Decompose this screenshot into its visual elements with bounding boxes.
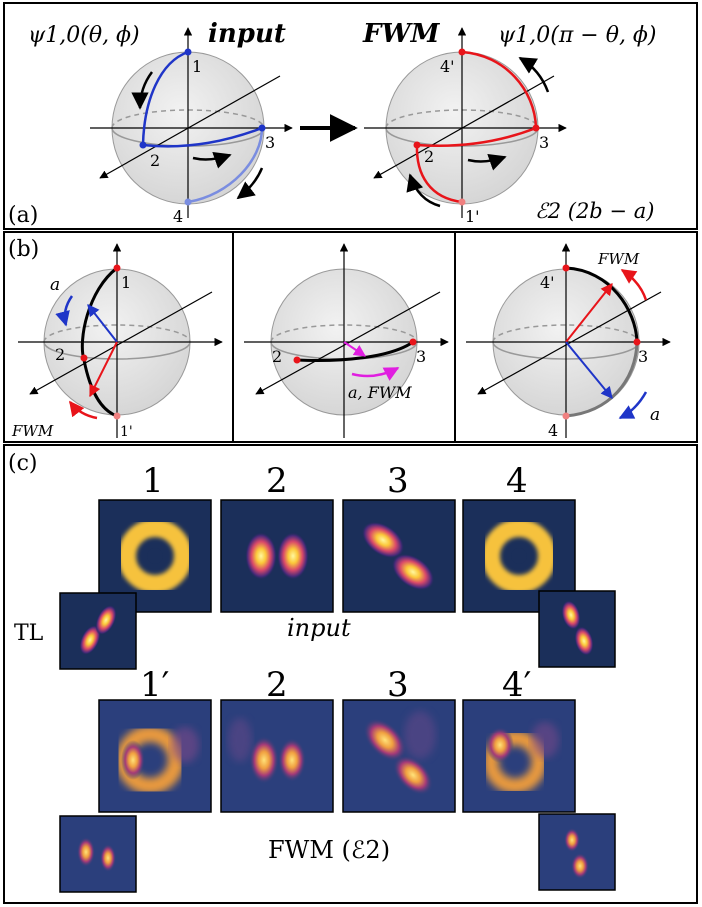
b1-label-fwm: FWM bbox=[11, 422, 54, 440]
panel-a-frame bbox=[3, 2, 698, 230]
fwm-number-1p: 1′ bbox=[140, 665, 169, 705]
input-image-3 bbox=[342, 499, 456, 613]
process-label: ℰ2 (2b − a) bbox=[535, 199, 654, 223]
point-2r: 2 bbox=[424, 147, 434, 166]
left-formula: ψ1,0(θ, ϕ) bbox=[28, 23, 140, 48]
sphere-b3: 4' 3 4 FWM a bbox=[466, 243, 671, 440]
b3-label-a: a bbox=[650, 405, 660, 425]
sphere-fwm: 4' 2 3 1' bbox=[364, 27, 567, 226]
b3-point-4p: 4' bbox=[540, 273, 555, 292]
input-caption: input bbox=[287, 614, 351, 642]
panel-c-frame bbox=[3, 444, 698, 904]
point-4p: 4' bbox=[440, 57, 455, 76]
tl-inset-input-right bbox=[538, 590, 616, 668]
b2-point-3: 3 bbox=[416, 347, 426, 366]
left-title: input bbox=[208, 19, 286, 49]
fwm-image-3 bbox=[342, 699, 456, 813]
panel-b-frame bbox=[3, 231, 698, 443]
tl-label: TL bbox=[14, 621, 44, 646]
fwm-image-4p bbox=[462, 699, 576, 813]
sphere-input: 1 2 3 4 bbox=[90, 27, 293, 226]
b1-point-2: 2 bbox=[55, 345, 65, 364]
tl-inset-fwm-right bbox=[538, 813, 616, 891]
input-image-2 bbox=[220, 499, 334, 613]
tl-inset-fwm-left bbox=[59, 815, 137, 893]
b3-point-3: 3 bbox=[638, 347, 648, 366]
input-number-4: 4 bbox=[506, 461, 528, 501]
b1-point-1: 1 bbox=[121, 273, 131, 292]
point-1: 1 bbox=[192, 57, 202, 76]
b2-point-2: 2 bbox=[272, 347, 282, 366]
sphere-b2: 2 3 a, FWM bbox=[244, 243, 449, 438]
b2-label: a, FWM bbox=[348, 383, 412, 402]
input-number-1: 1 bbox=[142, 461, 164, 501]
fwm-image-2 bbox=[220, 699, 334, 813]
fwm-number-3: 3 bbox=[387, 665, 409, 705]
b1-point-1p: 1' bbox=[120, 424, 133, 440]
fwm-number-4p: 4′ bbox=[502, 665, 531, 705]
input-number-3: 3 bbox=[387, 461, 409, 501]
b3-label-fwm: FWM bbox=[597, 250, 640, 268]
point-4: 4 bbox=[173, 207, 183, 226]
fwm-caption: FWM (ℰ2) bbox=[268, 836, 390, 864]
b3-point-4: 4 bbox=[548, 421, 558, 440]
fwm-image-1p bbox=[98, 699, 212, 813]
right-formula: ψ1,0(π − θ, ϕ) bbox=[498, 23, 657, 48]
panel-b-label: (b) bbox=[8, 237, 39, 262]
b1-label-a: a bbox=[50, 275, 60, 295]
point-1p: 1' bbox=[465, 207, 480, 226]
panel-a-label: (a) bbox=[8, 203, 38, 228]
panel-c-label: (c) bbox=[8, 451, 38, 476]
point-3: 3 bbox=[265, 133, 275, 152]
point-3r: 3 bbox=[539, 133, 549, 152]
sphere-b1: 1 2 1' a FWM bbox=[11, 243, 223, 440]
tl-inset-input-left bbox=[59, 592, 137, 670]
input-number-2: 2 bbox=[266, 461, 288, 501]
point-2: 2 bbox=[150, 151, 160, 170]
right-title: FWM bbox=[362, 19, 441, 49]
fwm-number-2: 2 bbox=[266, 665, 288, 705]
